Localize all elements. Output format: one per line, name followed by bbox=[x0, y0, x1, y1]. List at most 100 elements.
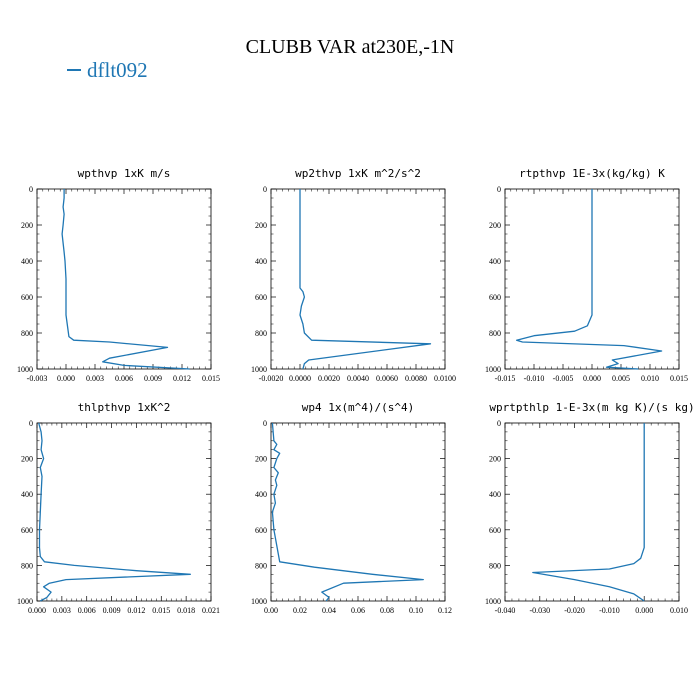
y-tick-label: 200 bbox=[21, 455, 33, 464]
y-tick-label: 400 bbox=[21, 257, 33, 266]
panel-4: thlpthvp 1xK^2 0.000 0.003 0.006 0.009 0.012 0… bbox=[17, 401, 220, 615]
y-tick-label: 600 bbox=[255, 526, 267, 535]
x-tick-label: 0.003 bbox=[86, 374, 104, 383]
y-tick-label: 0 bbox=[263, 185, 267, 194]
x-tick-label: 0.015 bbox=[152, 606, 170, 615]
x-tick-label: 0.021 bbox=[202, 606, 220, 615]
x-tick-label: 0.015 bbox=[202, 374, 220, 383]
y-tick-label: 800 bbox=[489, 561, 501, 570]
x-tick-label: 0.0060 bbox=[376, 374, 398, 383]
panel-title: rtpthvp 1E-3x(kg/kg) K bbox=[519, 167, 665, 180]
x-tick-label: -0.040 bbox=[495, 606, 516, 615]
x-tick-label: 0.015 bbox=[670, 374, 688, 383]
x-tick-label: 0.000 bbox=[583, 374, 601, 383]
panel-3: rtpthvp 1E-3x(kg/kg) K -0.015 -0.010 -0.005… bbox=[485, 167, 688, 383]
y-tick-label: 800 bbox=[21, 561, 33, 570]
legend-swatch bbox=[67, 69, 81, 72]
panel-6: wprtpthlp 1-E-3x(m kg K)/(s kg) -0.040 -0.… bbox=[485, 401, 695, 615]
x-tick-label: 0.04 bbox=[322, 606, 336, 615]
y-tick-label: 800 bbox=[489, 329, 501, 338]
series-line bbox=[515, 189, 663, 370]
y-tick-label: 800 bbox=[255, 329, 267, 338]
y-tick-label: 0 bbox=[29, 419, 33, 428]
y-tick-label: 200 bbox=[21, 221, 33, 230]
x-tick-label: 0.009 bbox=[144, 374, 162, 383]
panel-5: wp4 1x(m^4)/(s^4) 0.00 0.02 0.04 0.06 0.08 0.1… bbox=[251, 401, 452, 615]
y-tick-label: 800 bbox=[255, 561, 267, 570]
x-tick-label: 0.009 bbox=[103, 606, 121, 615]
y-tick-label: 0 bbox=[29, 185, 33, 194]
x-tick-label: -0.020 bbox=[564, 606, 585, 615]
y-tick-label: 1000 bbox=[17, 597, 33, 606]
x-tick-label: 0.0040 bbox=[347, 374, 369, 383]
panel-title: wpthvp 1xK m/s bbox=[78, 167, 171, 180]
x-tick-label: 0.10 bbox=[409, 606, 423, 615]
y-tick-label: 0 bbox=[497, 185, 501, 194]
series-line bbox=[299, 189, 432, 370]
x-tick-label: 0.003 bbox=[53, 606, 71, 615]
y-tick-label: 200 bbox=[489, 221, 501, 230]
y-tick-label: 400 bbox=[489, 490, 501, 499]
series-line bbox=[271, 422, 424, 602]
y-tick-label: 200 bbox=[255, 455, 267, 464]
x-tick-label: -0.030 bbox=[529, 606, 550, 615]
x-tick-label: -0.015 bbox=[495, 374, 516, 383]
panel-frame bbox=[36, 188, 212, 370]
y-tick-label: 200 bbox=[489, 455, 501, 464]
y-tick-label: 400 bbox=[255, 490, 267, 499]
y-tick-label: 1000 bbox=[485, 365, 501, 374]
y-tick-label: 1000 bbox=[251, 597, 267, 606]
x-tick-label: 0.0080 bbox=[405, 374, 427, 383]
panel-frame bbox=[270, 422, 446, 602]
x-tick-label: 0.0020 bbox=[318, 374, 340, 383]
x-tick-label: 0.02 bbox=[293, 606, 307, 615]
series-line bbox=[61, 189, 190, 370]
y-tick-label: 0 bbox=[497, 419, 501, 428]
legend-label: dflt092 bbox=[87, 58, 148, 82]
x-tick-label: -0.003 bbox=[27, 374, 48, 383]
x-tick-label: 0.006 bbox=[115, 374, 133, 383]
x-tick-label: 0.010 bbox=[670, 606, 688, 615]
y-tick-label: 600 bbox=[489, 526, 501, 535]
x-tick-label: 0.010 bbox=[641, 374, 659, 383]
y-tick-label: 600 bbox=[489, 293, 501, 302]
series-line bbox=[532, 423, 645, 602]
page-title: CLUBB VAR at230E,-1N bbox=[245, 36, 455, 58]
y-tick-label: 400 bbox=[489, 257, 501, 266]
x-tick-label: 0.06 bbox=[351, 606, 365, 615]
y-tick-label: 200 bbox=[255, 221, 267, 230]
panel-title: wp4 1x(m^4)/(s^4) bbox=[302, 401, 415, 414]
y-tick-label: 600 bbox=[21, 526, 33, 535]
series-line bbox=[38, 422, 191, 602]
y-tick-label: 400 bbox=[255, 257, 267, 266]
y-tick-label: 0 bbox=[263, 419, 267, 428]
x-tick-label: 0.12 bbox=[438, 606, 452, 615]
panel-frame bbox=[504, 422, 680, 602]
y-tick-label: 1000 bbox=[17, 365, 33, 374]
x-tick-label: -0.010 bbox=[524, 374, 545, 383]
panel-1: wpthvp 1xK m/s -0.003 0.000 0.003 0.006 0.009… bbox=[17, 167, 220, 383]
x-tick-label: 0.012 bbox=[127, 606, 145, 615]
x-tick-label: 0.006 bbox=[78, 606, 96, 615]
x-tick-label: -0.0020 bbox=[259, 374, 284, 383]
x-tick-label: 0.005 bbox=[612, 374, 630, 383]
panel-title: thlpthvp 1xK^2 bbox=[78, 401, 171, 414]
panel-2: wp2thvp 1xK m^2/s^2 -0.0020 0.0000 0.0020 0.… bbox=[251, 167, 456, 383]
panel-title: wp2thvp 1xK m^2/s^2 bbox=[295, 167, 421, 180]
x-tick-label: 0.08 bbox=[380, 606, 394, 615]
x-tick-label: 0.012 bbox=[173, 374, 191, 383]
x-tick-label: 0.000 bbox=[635, 606, 653, 615]
x-tick-label: 0.0000 bbox=[289, 374, 311, 383]
x-tick-label: 0.000 bbox=[28, 606, 46, 615]
y-tick-label: 600 bbox=[21, 293, 33, 302]
x-tick-label: 0.0100 bbox=[434, 374, 456, 383]
y-tick-label: 600 bbox=[255, 293, 267, 302]
x-tick-label: 0.00 bbox=[264, 606, 278, 615]
y-tick-label: 800 bbox=[21, 329, 33, 338]
x-tick-label: -0.010 bbox=[599, 606, 620, 615]
y-tick-label: 400 bbox=[21, 490, 33, 499]
x-tick-label: -0.005 bbox=[553, 374, 574, 383]
x-tick-label: 0.000 bbox=[57, 374, 75, 383]
legend: dflt092 bbox=[67, 58, 148, 83]
